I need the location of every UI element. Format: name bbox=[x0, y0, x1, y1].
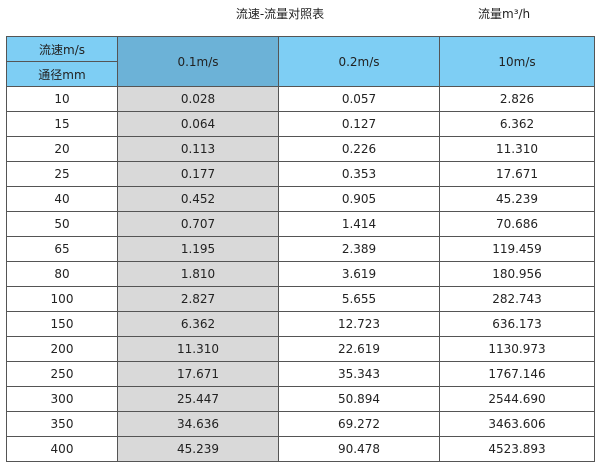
table-row: 20 0.113 0.226 11.310 bbox=[6, 136, 595, 162]
flow-cell: 0.113 bbox=[117, 136, 279, 162]
flow-cell: 2.826 bbox=[439, 86, 595, 112]
diameter-cell: 150 bbox=[6, 311, 118, 337]
flow-cell: 69.272 bbox=[278, 411, 440, 437]
flow-cell: 0.353 bbox=[278, 161, 440, 187]
flow-cell: 25.447 bbox=[117, 386, 279, 412]
table-row: 50 0.707 1.414 70.686 bbox=[6, 211, 595, 237]
table-row: 80 1.810 3.619 180.956 bbox=[6, 261, 595, 287]
flow-cell: 6.362 bbox=[439, 111, 595, 137]
diameter-cell: 400 bbox=[6, 436, 118, 462]
table-row: 350 34.636 69.272 3463.606 bbox=[6, 411, 595, 437]
flow-cell: 70.686 bbox=[439, 211, 595, 237]
diameter-cell: 10 bbox=[6, 86, 118, 112]
diameter-cell: 300 bbox=[6, 386, 118, 412]
flow-cell: 2.389 bbox=[278, 236, 440, 262]
flow-cell: 3.619 bbox=[278, 261, 440, 287]
table-row: 400 45.239 90.478 4523.893 bbox=[6, 436, 595, 462]
diameter-cell: 80 bbox=[6, 261, 118, 287]
flow-cell: 0.226 bbox=[278, 136, 440, 162]
diameter-cell: 40 bbox=[6, 186, 118, 212]
diameter-cell: 15 bbox=[6, 111, 118, 137]
flow-cell: 2.827 bbox=[117, 286, 279, 312]
flow-cell: 45.239 bbox=[439, 186, 595, 212]
table-row: 15 0.064 0.127 6.362 bbox=[6, 111, 595, 137]
flow-cell: 2544.690 bbox=[439, 386, 595, 412]
flow-cell: 0.057 bbox=[278, 86, 440, 112]
diameter-cell: 20 bbox=[6, 136, 118, 162]
table-row: 100 2.827 5.655 282.743 bbox=[6, 286, 595, 312]
flow-cell: 11.310 bbox=[117, 336, 279, 362]
flow-rate-table: 流速m/s 0.1m/s 0.2m/s 10m/s 通径mm 10 0.028 0.… bbox=[6, 36, 595, 462]
flow-cell: 12.723 bbox=[278, 311, 440, 337]
column-header-0.2: 0.2m/s bbox=[278, 36, 440, 87]
flow-cell: 1.414 bbox=[278, 211, 440, 237]
flow-cell: 50.894 bbox=[278, 386, 440, 412]
diameter-cell: 100 bbox=[6, 286, 118, 312]
table-row: 300 25.447 50.894 2544.690 bbox=[6, 386, 595, 412]
diameter-header: 通径mm bbox=[6, 61, 118, 87]
flow-cell: 1767.146 bbox=[439, 361, 595, 387]
column-header-0.1: 0.1m/s bbox=[117, 36, 279, 87]
flow-cell: 3463.606 bbox=[439, 411, 595, 437]
table-row: 65 1.195 2.389 119.459 bbox=[6, 236, 595, 262]
table-row: 10 0.028 0.057 2.826 bbox=[6, 86, 595, 112]
flow-cell: 45.239 bbox=[117, 436, 279, 462]
speed-header: 流速m/s bbox=[6, 36, 118, 62]
flow-cell: 1.810 bbox=[117, 261, 279, 287]
flow-cell: 636.173 bbox=[439, 311, 595, 337]
flow-cell: 0.028 bbox=[117, 86, 279, 112]
diameter-cell: 25 bbox=[6, 161, 118, 187]
flow-cell: 119.459 bbox=[439, 236, 595, 262]
flow-cell: 1130.973 bbox=[439, 336, 595, 362]
flow-cell: 1.195 bbox=[117, 236, 279, 262]
header-row: 流速m/s 0.1m/s 0.2m/s 10m/s bbox=[6, 36, 595, 87]
flow-cell: 35.343 bbox=[278, 361, 440, 387]
diameter-cell: 50 bbox=[6, 211, 118, 237]
flow-cell: 0.452 bbox=[117, 186, 279, 212]
flow-cell: 0.064 bbox=[117, 111, 279, 137]
flow-cell: 17.671 bbox=[117, 361, 279, 387]
table-row: 150 6.362 12.723 636.173 bbox=[6, 311, 595, 337]
table-row: 250 17.671 35.343 1767.146 bbox=[6, 361, 595, 387]
flow-cell: 17.671 bbox=[439, 161, 595, 187]
flow-cell: 0.177 bbox=[117, 161, 279, 187]
flow-cell: 4523.893 bbox=[439, 436, 595, 462]
header-row: 通径mm bbox=[6, 61, 595, 87]
column-header-10: 10m/s bbox=[439, 36, 595, 87]
table-title: 流速-流量对照表 bbox=[235, 7, 325, 21]
flow-cell: 5.655 bbox=[278, 286, 440, 312]
flow-unit-label: 流量m³/h bbox=[478, 7, 531, 21]
diameter-cell: 350 bbox=[6, 411, 118, 437]
table-row: 40 0.452 0.905 45.239 bbox=[6, 186, 595, 212]
flow-cell: 0.707 bbox=[117, 211, 279, 237]
diameter-cell: 200 bbox=[6, 336, 118, 362]
flow-cell: 11.310 bbox=[439, 136, 595, 162]
table-row: 200 11.310 22.619 1130.973 bbox=[6, 336, 595, 362]
diameter-cell: 65 bbox=[6, 236, 118, 262]
flow-cell: 282.743 bbox=[439, 286, 595, 312]
flow-cell: 34.636 bbox=[117, 411, 279, 437]
table-row: 25 0.177 0.353 17.671 bbox=[6, 161, 595, 187]
flow-cell: 180.956 bbox=[439, 261, 595, 287]
flow-cell: 90.478 bbox=[278, 436, 440, 462]
flow-cell: 6.362 bbox=[117, 311, 279, 337]
flow-cell: 22.619 bbox=[278, 336, 440, 362]
diameter-cell: 250 bbox=[6, 361, 118, 387]
flow-cell: 0.905 bbox=[278, 186, 440, 212]
flow-cell: 0.127 bbox=[278, 111, 440, 137]
